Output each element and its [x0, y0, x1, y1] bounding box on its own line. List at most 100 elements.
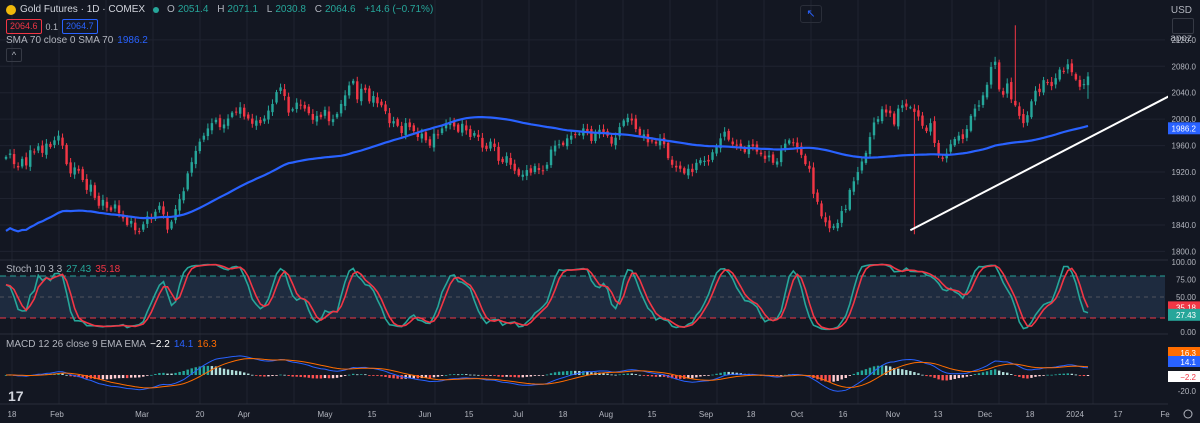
candle [259, 116, 262, 126]
macd-histogram-bar [1001, 372, 1005, 375]
macd-histogram-bar [461, 373, 464, 375]
macd-histogram-bar [541, 375, 545, 376]
candle [727, 128, 730, 142]
scale-mode[interactable]: apoz [1170, 33, 1192, 44]
macd-histogram-bar [638, 374, 642, 376]
candle [202, 132, 206, 143]
macd-histogram-bar [473, 374, 476, 376]
macd-histogram-bar [105, 375, 109, 380]
macd-pane[interactable] [4, 355, 1090, 392]
sma-legend[interactable]: SMA 70 close 0 SMA 70 1986.2 [6, 35, 148, 46]
spread-value: 0.1 [45, 21, 59, 32]
market-open-icon [153, 6, 160, 13]
candle [408, 118, 411, 131]
stoch-tick-label: 0.00 [1180, 328, 1196, 337]
macd-histogram-bar [408, 375, 411, 379]
time-tick-label: Aug [599, 410, 613, 419]
ohlc-values: O 2051.4 H 2071.1 L 2030.8 C 2064.6 +14.6 (−… [167, 4, 434, 15]
candle [49, 141, 52, 149]
candle [561, 140, 565, 147]
macd-value: 14.1 [173, 339, 194, 350]
candle [905, 99, 908, 111]
stoch-k-line[interactable] [5, 263, 1089, 331]
sma-price-tag [1168, 122, 1200, 135]
price-axis[interactable]: 2120.0 2080.0 2040.0 2000.0 1960.0 1920.0 1880… [1168, 0, 1200, 423]
macd-histogram-bar [719, 372, 722, 375]
macd-histogram-bar [448, 374, 452, 376]
macd-histogram-bar [977, 373, 981, 375]
macd-histogram-bar [618, 374, 621, 376]
macd-histogram-bar [206, 365, 210, 375]
candle [868, 132, 872, 158]
macd-histogram-bar [85, 375, 88, 379]
time-axis[interactable]: 18 Feb Mar 20 Apr May 15 Jun 15 Jul 18 Aug 15 Sep 18 Oc… [0, 405, 1200, 423]
candle [283, 84, 286, 101]
trade-buttons: 2064.6 0.1 2064.7 [6, 19, 98, 34]
candle [642, 129, 646, 141]
macd-signal-line[interactable] [6, 357, 1089, 389]
macd-histogram-bar [1086, 375, 1090, 376]
symbol-title[interactable]: Gold Futures · 1D · COMEX [20, 4, 146, 15]
macd-histogram-bar [360, 374, 363, 375]
candle [840, 205, 843, 228]
candle [771, 151, 775, 166]
stoch-legend[interactable]: Stoch 10 3 3 27.43 35.18 [6, 264, 120, 275]
macd-histogram-bar [844, 375, 847, 379]
stoch-pane[interactable] [0, 263, 1165, 331]
macd-histogram-bar [864, 369, 868, 375]
sma-70-line[interactable] [5, 115, 1089, 233]
macd-histogram-bar [509, 375, 512, 377]
cursor-tool-icon[interactable]: ↖ [800, 5, 822, 23]
price-pane[interactable] [4, 25, 1200, 235]
settings-box[interactable] [1172, 18, 1194, 34]
candle [368, 85, 371, 104]
candle [307, 104, 311, 116]
candle [469, 125, 472, 141]
macd-histogram-bar [1006, 372, 1009, 375]
macd-legend[interactable]: MACD 12 26 close 9 EMA EMA −2.2 14.1 16.… [6, 339, 217, 350]
candle [973, 104, 977, 121]
macd-histogram-bar [929, 375, 932, 377]
candle [848, 188, 851, 212]
macd-histogram-bar [493, 375, 496, 376]
trendline[interactable] [909, 73, 1200, 232]
settings-icon[interactable] [1183, 409, 1193, 419]
macd-histogram-bar [654, 375, 658, 377]
candle [45, 139, 48, 159]
candle [424, 129, 428, 143]
macd-histogram-bar [352, 373, 355, 375]
candle [73, 162, 76, 179]
macd-histogram-bar [113, 375, 117, 379]
buy-button[interactable]: 2064.7 [62, 19, 98, 34]
macd-histogram-bar [251, 374, 254, 376]
candle [812, 162, 815, 199]
candle [287, 92, 290, 116]
macd-histogram-bar [832, 375, 835, 382]
candle [788, 138, 791, 146]
collapse-legend-button[interactable]: ^ [6, 48, 22, 62]
macd-histogram-bar [311, 375, 315, 379]
sell-button[interactable]: 2064.6 [6, 19, 42, 34]
macd-histogram-bar [1078, 375, 1082, 376]
macd-label: MACD 12 26 close 9 EMA EMA [6, 339, 147, 350]
macd-histogram-bar [598, 372, 601, 375]
candle [364, 84, 367, 93]
candle [380, 99, 383, 108]
macd-histogram-bar [545, 374, 549, 376]
candle [255, 115, 258, 130]
candle [517, 167, 520, 177]
stoch-d-line[interactable] [5, 263, 1089, 330]
svg-text:14.1: 14.1 [1180, 358, 1196, 367]
candle [541, 165, 545, 175]
sma-label: SMA 70 close 0 SMA 70 [6, 35, 114, 46]
macd-histogram-bar [626, 373, 629, 375]
candle [89, 179, 93, 196]
candle [981, 91, 985, 108]
macd-histogram-bar [783, 374, 787, 376]
macd-histogram-bar [525, 375, 529, 377]
candle [291, 107, 294, 113]
currency-label[interactable]: USD [1170, 5, 1192, 16]
stoch-tick-label: 75.00 [1176, 276, 1197, 285]
candle [133, 217, 137, 235]
